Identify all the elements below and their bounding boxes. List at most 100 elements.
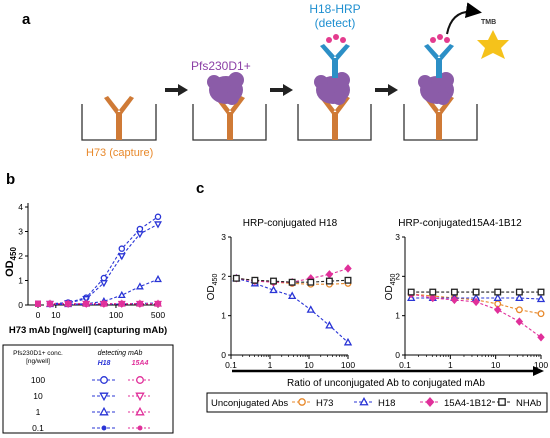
data-point bbox=[515, 306, 523, 314]
legend-marker-15a4 bbox=[137, 425, 143, 431]
y-tick-label: 3 bbox=[221, 232, 226, 242]
x-tick-label: 1 bbox=[448, 360, 453, 370]
capture-antibody-icon bbox=[104, 96, 134, 140]
chart-c-right: 0 1 2 3 0.1 1 10 100 bbox=[395, 232, 548, 370]
substrate-label: TMB bbox=[481, 19, 496, 26]
legend-marker-15a4 bbox=[135, 406, 145, 416]
data-point bbox=[35, 300, 41, 307]
x-tick-label: 0.1 bbox=[399, 360, 411, 370]
x-tick-label: 0.1 bbox=[225, 360, 237, 370]
data-point bbox=[101, 301, 106, 306]
series-line bbox=[49, 223, 159, 305]
legend-b-rows: 100 10 1 0.1 bbox=[31, 375, 152, 433]
legend-marker bbox=[425, 397, 435, 407]
y-tick-label: 0 bbox=[395, 350, 400, 360]
arrow-icon bbox=[283, 84, 293, 96]
detect-antibody-icon bbox=[424, 34, 454, 78]
y-tick-label: 3 bbox=[18, 227, 23, 237]
y-tick-label: 1 bbox=[221, 311, 226, 321]
legend-row-label: 10 bbox=[33, 391, 43, 401]
y-tick-label: 0 bbox=[221, 350, 226, 360]
data-point bbox=[154, 213, 162, 221]
data-point bbox=[287, 291, 297, 300]
legend-row-label: 1 bbox=[36, 407, 41, 417]
data-point bbox=[344, 264, 352, 273]
legend-label: H73 bbox=[316, 398, 333, 409]
data-point bbox=[82, 296, 91, 304]
data-point bbox=[515, 293, 524, 301]
legend-marker-h18 bbox=[99, 392, 109, 402]
panel-a-letter: a bbox=[22, 11, 31, 28]
data-point bbox=[493, 293, 502, 301]
legend-col2-title: detecting mAb bbox=[98, 350, 143, 357]
chart-c-right-title: HRP-conjugated15A4-1B12 bbox=[398, 218, 522, 229]
data-point bbox=[325, 320, 334, 329]
x-tick-label: 1 bbox=[268, 360, 273, 370]
detect-label-2: (detect) bbox=[315, 16, 356, 30]
antigen-label: Pfs230D1+ bbox=[191, 59, 251, 73]
data-point bbox=[515, 288, 523, 296]
legend-marker bbox=[498, 398, 506, 406]
legend-label: H18 bbox=[378, 398, 395, 409]
legend-marker-h18 bbox=[100, 376, 108, 384]
data-point bbox=[47, 301, 53, 306]
data-point bbox=[119, 301, 124, 306]
data-point bbox=[269, 285, 278, 294]
data-point bbox=[344, 276, 352, 284]
x-tick-label: 0 bbox=[36, 310, 41, 320]
data-point bbox=[288, 278, 296, 286]
y-tick-label: 2 bbox=[18, 251, 23, 261]
panel-c: c HRP-conjugated H18 HRP-conjugated15A4-… bbox=[196, 180, 548, 413]
data-point bbox=[306, 305, 315, 313]
legend-marker-15a4 bbox=[135, 392, 145, 402]
data-point bbox=[66, 301, 71, 306]
panel-a: a H73 (capture) bbox=[22, 2, 509, 159]
antigen-icon bbox=[418, 72, 454, 105]
chart-c-left-title: HRP-conjugated H18 bbox=[243, 218, 338, 229]
data-point bbox=[494, 288, 502, 296]
arrow-icon bbox=[388, 84, 398, 96]
chart-b: 0 1 2 3 4 0 10 100 500 bbox=[18, 202, 165, 320]
legend-row-label: 0.1 bbox=[32, 423, 44, 433]
data-point bbox=[493, 305, 502, 315]
data-point bbox=[536, 294, 546, 303]
x-tick-label: 10 bbox=[51, 310, 61, 320]
y-tick-label: 4 bbox=[18, 202, 23, 212]
antigen-icon bbox=[207, 72, 244, 105]
data-point bbox=[154, 221, 162, 229]
data-point bbox=[429, 293, 437, 303]
data-point bbox=[450, 295, 459, 305]
legend-marker-15a4 bbox=[136, 376, 144, 384]
panel-b-legend: Pfs230D1+ conc. [ng/well] detecting mAb … bbox=[2, 344, 174, 434]
legend-label: 15A4-1B12 bbox=[444, 398, 492, 409]
data-point bbox=[100, 274, 108, 282]
data-point bbox=[270, 277, 277, 285]
panel-c-left-ylabel: OD450 bbox=[206, 274, 219, 301]
legend-15a4-label: 15A4 bbox=[132, 360, 149, 367]
legend-col1-line1: Pfs230D1+ conc. bbox=[13, 350, 63, 357]
data-point bbox=[137, 301, 142, 306]
y-tick-label: 0 bbox=[18, 300, 23, 310]
legend-label: NHAb bbox=[516, 398, 541, 409]
capture-label: H73 (capture) bbox=[86, 147, 153, 159]
data-point bbox=[472, 288, 480, 296]
y-tick-label: 2 bbox=[395, 271, 400, 281]
star-product-icon bbox=[477, 30, 509, 59]
data-point bbox=[343, 337, 353, 346]
reaction-arrow bbox=[446, 2, 482, 35]
panel-c-legend: H73 H18 15A4-1B12 NHAb bbox=[292, 396, 541, 409]
well-1 bbox=[81, 96, 157, 141]
x-tick-label: 100 bbox=[534, 360, 548, 370]
data-point bbox=[537, 333, 545, 342]
panel-c-legend-title: Unconjugated Abs bbox=[211, 398, 288, 409]
panel-b-xlabel: H73 mAb [ng/well] (capturing mAb) bbox=[9, 325, 167, 336]
arrow-icon bbox=[178, 84, 188, 96]
data-point bbox=[537, 288, 545, 296]
data-point bbox=[154, 274, 162, 283]
data-point bbox=[251, 276, 259, 284]
data-point bbox=[407, 288, 415, 296]
legend-row-label: 100 bbox=[31, 375, 45, 385]
series-line bbox=[236, 277, 349, 343]
x-tick-label: 500 bbox=[151, 310, 165, 320]
